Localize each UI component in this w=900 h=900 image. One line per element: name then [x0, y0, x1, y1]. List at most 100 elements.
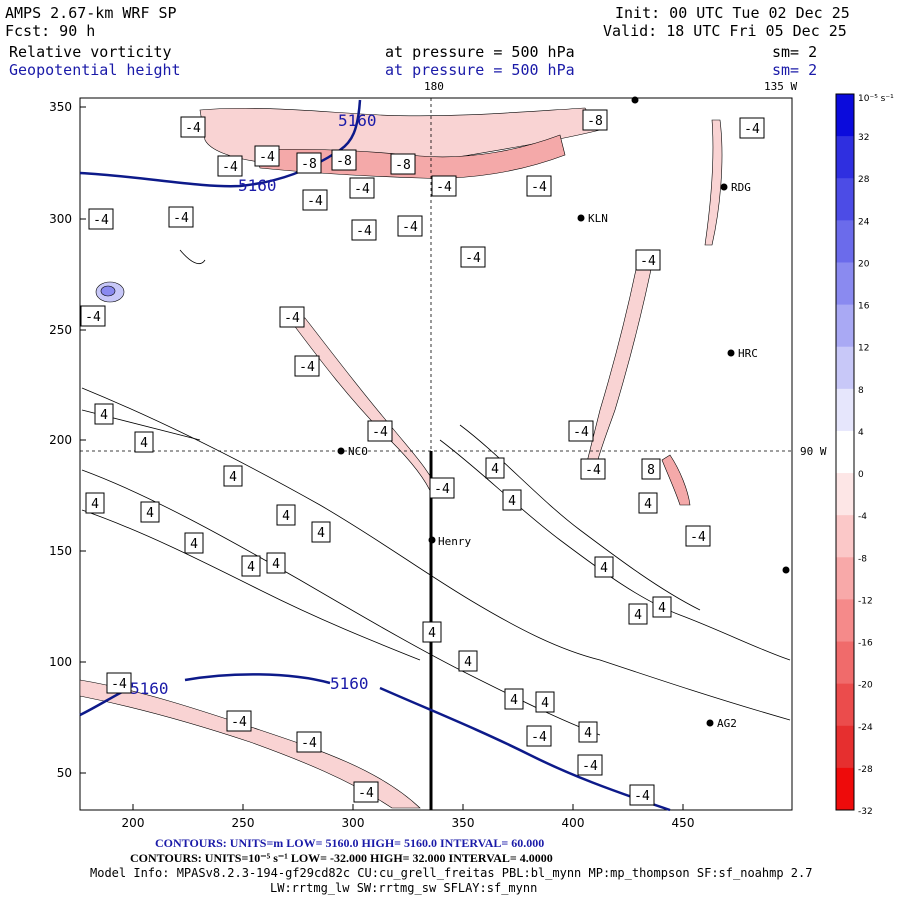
colorbar-swatch [836, 136, 854, 179]
station-label-henry: Henry [438, 535, 471, 548]
vorticity-label: -8 [336, 154, 352, 169]
model-title: AMPS 2.67-km WRF SP [5, 4, 177, 22]
vorticity-label: 4 [272, 557, 280, 572]
vorticity-label-box [397, 215, 423, 237]
vorticity-label: -4 [93, 213, 109, 228]
colorbar-swatch [836, 262, 854, 306]
vorticity-label: -4 [640, 254, 656, 269]
x-tick-label: 450 [672, 816, 695, 830]
station-dot-edge [782, 566, 790, 574]
footer-physics: LW:rrtmg_lw SW:rrtmg_sw SFLAY:sf_mynn [270, 881, 538, 895]
vorticity-label: 4 [91, 497, 99, 512]
station-markers [337, 96, 790, 727]
vorticity-label-box [685, 525, 711, 547]
vorticity-label: -4 [585, 463, 601, 478]
vorticity-label: -4 [284, 311, 300, 326]
vorticity-label-box [223, 465, 243, 487]
y-tick-label: 350 [49, 100, 72, 114]
vorticity-label: -4 [173, 211, 189, 226]
vorticity-label-box [641, 458, 661, 480]
vorticity-label-box [180, 116, 206, 138]
colorbar: 32 28 24 20 16 12 8 4 0 -4 -8 -12 -16 -20 -24 -28 -32 [835, 93, 873, 817]
vorticity-label-box [460, 246, 486, 268]
vorticity-label-box [577, 754, 603, 776]
vorticity-label-box [568, 420, 594, 442]
vorticity-label-box [739, 117, 765, 139]
vorticity-label: -4 [531, 180, 547, 195]
vorticity-label-box [629, 784, 655, 806]
station-label-nco: NCO [348, 445, 368, 458]
vorticity-label-box [88, 208, 114, 230]
vorticity-label-box [526, 725, 552, 747]
vorticity-label: -8 [301, 157, 317, 172]
vorticity-label-box [582, 109, 608, 131]
vorticity-label: -4 [372, 425, 388, 440]
vorticity-label: -8 [587, 114, 603, 129]
vorticity-label: 4 [644, 497, 652, 512]
station-dot-kln [577, 214, 585, 222]
vorticity-label-box [254, 145, 280, 167]
vorticity-label-box [526, 175, 552, 197]
vorticity-label-box [279, 306, 305, 328]
vorticity-label-box [184, 532, 204, 554]
vorticity-label: -4 [231, 715, 247, 730]
vorticity-label-box [80, 305, 106, 327]
valid-time: Valid: 18 UTC Fri 05 Dec 25 [603, 22, 847, 40]
x-tick-label: 400 [562, 816, 585, 830]
vorticity-label-box [85, 492, 105, 514]
forecast-hour: Fcst: 90 h [5, 22, 96, 40]
colorbar-swatch [836, 725, 854, 769]
y-tick-label: 150 [49, 544, 72, 558]
vorticity-label-box [331, 149, 357, 171]
vorticity-label: 4 [491, 462, 499, 477]
vorticity-label: -4 [185, 121, 201, 136]
colorbar-tick-label: 24 [858, 217, 870, 227]
height-label: 5160 [238, 176, 277, 195]
colorbar-frame [835, 93, 855, 811]
y-tick-label: 200 [49, 433, 72, 447]
vorticity-label-box [502, 489, 522, 511]
vorticity-label: 4 [146, 506, 154, 521]
vorticity-label-box [266, 552, 286, 574]
vorticity-label: 4 [658, 601, 666, 616]
vorticity-label: 4 [584, 726, 592, 741]
station-label-hrc: HRC [738, 347, 758, 360]
vorticity-shading [79, 107, 723, 809]
colorbar-tick-label: -28 [858, 765, 873, 775]
vorticity-label: -4 [582, 759, 598, 774]
station-dot-top [631, 96, 639, 104]
x-tick-label: 350 [452, 816, 475, 830]
y-tick-label: 50 [57, 766, 72, 780]
vorticity-label-box [294, 355, 320, 377]
vorticity-label: 4 [140, 436, 148, 451]
vorticity-label: 4 [508, 494, 516, 509]
vorticity-label-box [241, 555, 261, 577]
vorticity-label: -4 [436, 180, 452, 195]
x-tick-label: 300 [342, 816, 365, 830]
init-time: Init: 00 UTC Tue 02 Dec 25 [615, 4, 850, 22]
vorticity-label-box [353, 781, 379, 803]
vorticity-label: -4 [531, 730, 547, 745]
colorbar-swatch [836, 178, 854, 221]
meridian-label: 180 [424, 80, 444, 93]
colorbar-tick-label: 16 [858, 302, 870, 312]
footer-height-contours: CONTOURS: UNITS=m LOW= 5160.0 HIGH= 5160… [155, 836, 545, 850]
field2-name: Geopotential height [9, 61, 181, 79]
vorticity-label: -4 [434, 482, 450, 497]
colorbar-tick-label: 8 [858, 386, 864, 396]
footer-model-info: Model Info: MPASv8.2.3-194-gf29cd82c CU:… [90, 866, 813, 880]
station-label-ag2: AG2 [717, 717, 737, 730]
meridian-label-east: 135 W [764, 80, 797, 93]
colorbar-swatch [836, 683, 854, 727]
colorbar-tick-label: -4 [858, 512, 867, 522]
vorticity-label: 4 [100, 408, 108, 423]
station-dot-ag2 [706, 719, 714, 727]
colorbar-unit: 10⁻⁵ s⁻¹ [858, 94, 894, 104]
vorticity-label: 8 [647, 463, 655, 478]
field2-level: at pressure = 500 hPa [385, 61, 575, 79]
colorbar-swatch [836, 557, 854, 600]
station-dot-rdg [720, 183, 728, 191]
colorbar-tick-label: -20 [858, 681, 873, 691]
y-tick-label: 300 [49, 212, 72, 226]
vorticity-label-box [635, 249, 661, 271]
